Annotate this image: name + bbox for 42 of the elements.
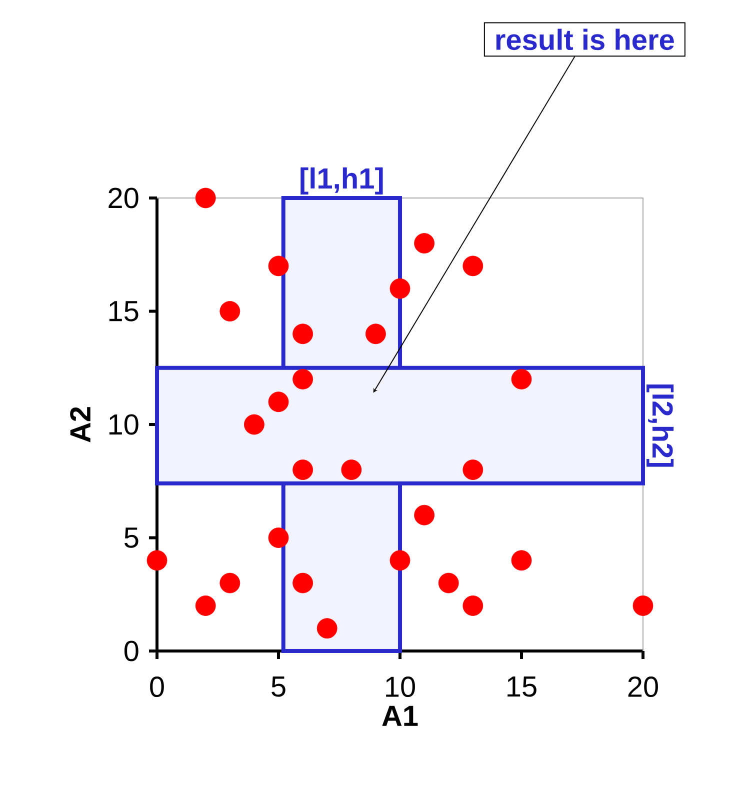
x-axis-title: A1 (382, 706, 418, 726)
band-label: [l2,h2] (646, 384, 674, 467)
point (632, 595, 654, 616)
point (365, 324, 386, 344)
x-tick-label: 15 (508, 676, 536, 697)
point (146, 550, 168, 571)
point (195, 595, 216, 616)
point (220, 572, 240, 594)
point (462, 595, 484, 616)
point (341, 460, 362, 480)
point (511, 550, 532, 571)
point (414, 233, 434, 254)
point (220, 301, 240, 322)
point (414, 504, 434, 526)
point (316, 618, 338, 639)
point (292, 324, 313, 344)
point (390, 550, 410, 571)
point (292, 460, 313, 480)
point (268, 392, 289, 412)
y-tick-label: 0 (124, 640, 138, 662)
text: result is here (496, 28, 674, 50)
y-tick-label: 20 (108, 188, 138, 208)
point (268, 528, 289, 548)
point (462, 460, 484, 480)
point (462, 256, 484, 276)
point (390, 278, 410, 299)
point (268, 256, 289, 276)
y-tick-label: 5 (124, 528, 138, 548)
point (438, 572, 459, 594)
x-tick-label: 20 (628, 676, 658, 698)
point (292, 368, 313, 390)
x-tick-label: 10 (386, 676, 415, 698)
point (244, 414, 264, 435)
x-tick-label: 0 (150, 676, 164, 698)
band-label: [l1,h1] (300, 167, 383, 194)
point (511, 368, 532, 390)
point (292, 572, 313, 594)
y-axis-title: A2 (70, 407, 90, 442)
point (195, 188, 216, 208)
x-tick-label: 5 (272, 676, 286, 697)
y-tick-label: 15 (109, 301, 138, 322)
y-tick-label: 10 (109, 414, 138, 435)
